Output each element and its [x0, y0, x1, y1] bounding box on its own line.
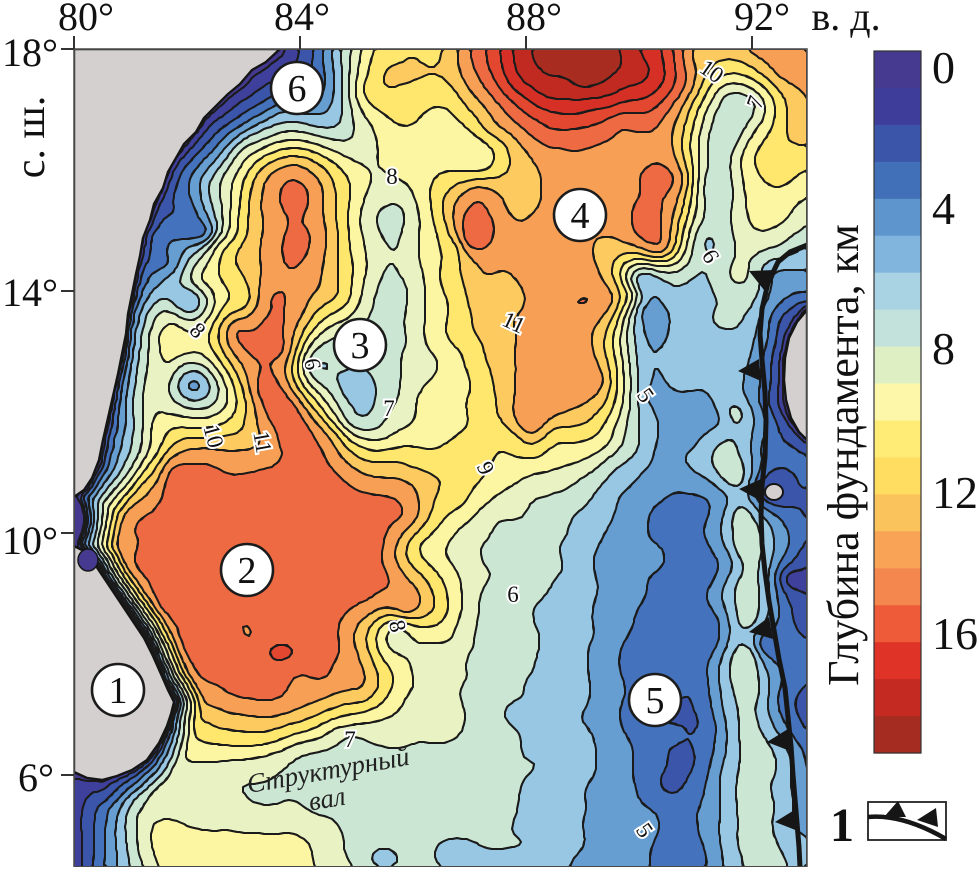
svg-text:6°: 6° — [18, 755, 54, 800]
svg-text:в. д.: в. д. — [811, 0, 880, 39]
svg-text:10°: 10° — [2, 518, 58, 563]
svg-text:14°: 14° — [2, 270, 58, 315]
svg-text:4: 4 — [571, 195, 590, 237]
svg-text:18°: 18° — [2, 30, 58, 75]
svg-text:8: 8 — [386, 164, 398, 189]
svg-text:4: 4 — [932, 183, 955, 234]
svg-text:7: 7 — [344, 727, 356, 752]
svg-text:16: 16 — [932, 608, 978, 659]
svg-text:3: 3 — [351, 325, 370, 367]
svg-text:с. ш.: с. ш. — [8, 96, 54, 178]
svg-text:1: 1 — [109, 670, 128, 712]
svg-text:84°: 84° — [274, 0, 330, 39]
svg-text:6: 6 — [288, 68, 307, 110]
svg-text:7: 7 — [383, 396, 395, 421]
svg-text:88°: 88° — [506, 0, 562, 39]
svg-text:8: 8 — [932, 323, 955, 374]
svg-text:0: 0 — [932, 42, 955, 93]
svg-text:11: 11 — [248, 429, 276, 455]
svg-text:92°: 92° — [734, 0, 790, 39]
svg-text:6: 6 — [507, 582, 519, 607]
svg-text:вал: вал — [306, 781, 347, 817]
svg-text:80°: 80° — [58, 0, 114, 39]
svg-text:5: 5 — [646, 680, 665, 722]
svg-text:2: 2 — [238, 550, 257, 592]
svg-text:1: 1 — [830, 799, 854, 852]
svg-text:Глубина фундамента, км: Глубина фундамента, км — [819, 224, 868, 686]
svg-text:12: 12 — [932, 467, 978, 518]
